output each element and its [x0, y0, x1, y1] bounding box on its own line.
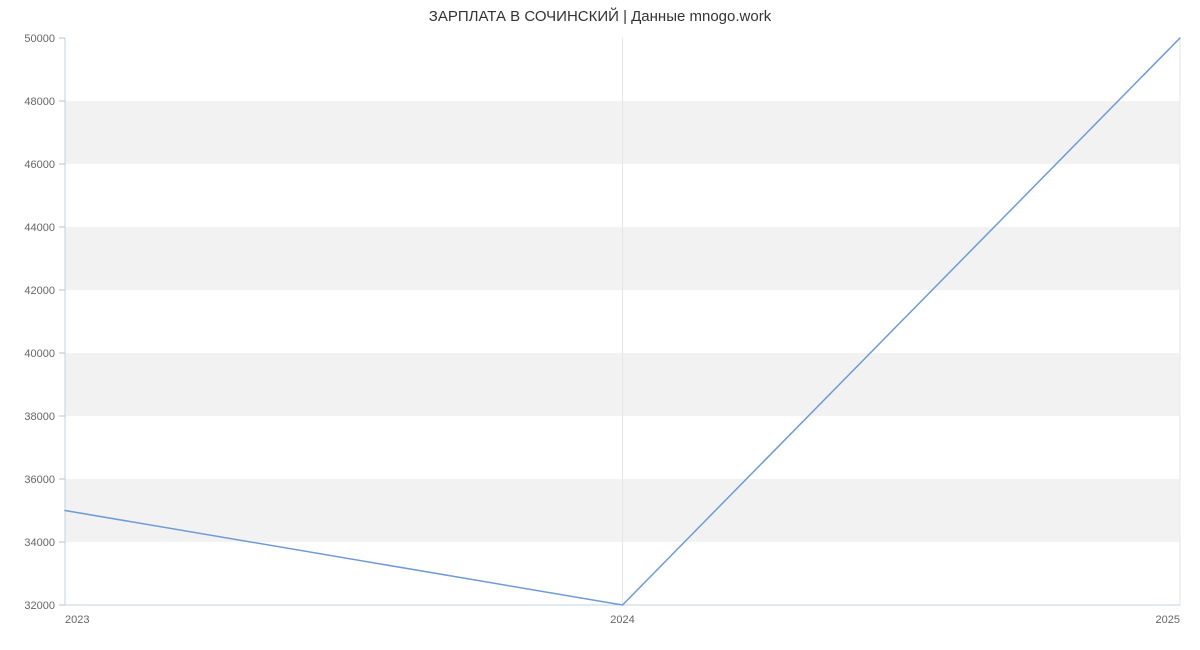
y-tick-label: 40000	[24, 348, 55, 360]
x-tick-label: 2024	[610, 614, 634, 626]
y-tick-label: 46000	[24, 159, 55, 171]
y-tick-label: 42000	[24, 285, 55, 297]
y-tick-label: 50000	[24, 33, 55, 45]
x-tick-label: 2025	[1156, 614, 1180, 626]
salary-line-chart: ЗАРПЛАТА В СОЧИНСКИЙ | Данные mnogo.work…	[0, 0, 1200, 650]
chart-svg: 32000 34000 36000 38000 40000 42000 44000 46000…	[0, 0, 1200, 650]
x-tick-label: 2023	[65, 614, 89, 626]
y-tick-label: 36000	[24, 474, 55, 486]
y-tick-label: 32000	[24, 600, 55, 612]
y-tick-label: 38000	[24, 411, 55, 423]
y-tick-label: 48000	[24, 96, 55, 108]
chart-title: ЗАРПЛАТА В СОЧИНСКИЙ | Данные mnogo.work	[0, 8, 1200, 25]
y-tick-label: 44000	[24, 222, 55, 234]
y-tick-label: 34000	[24, 537, 55, 549]
